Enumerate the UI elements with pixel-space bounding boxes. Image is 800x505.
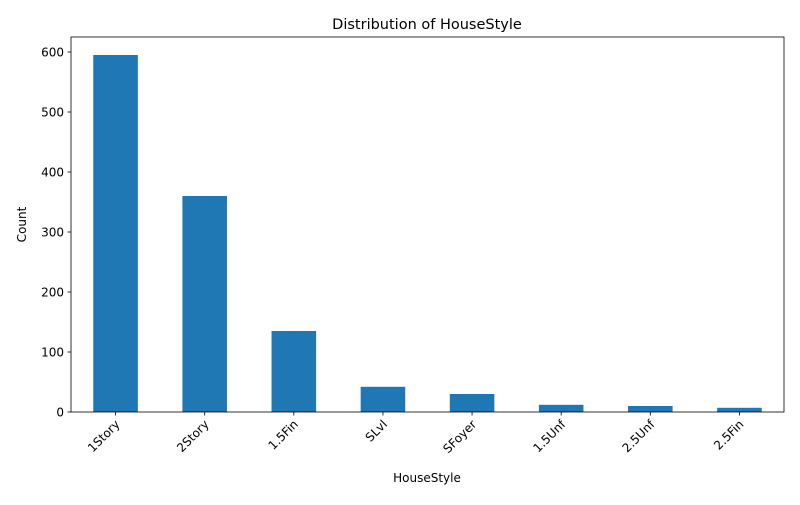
x-tick-label: 1.5Unf bbox=[530, 417, 569, 456]
x-axis-label: HouseStyle bbox=[393, 471, 461, 485]
x-tick-label: SFoyer bbox=[440, 417, 479, 456]
x-tick-label: 1.5Fin bbox=[266, 417, 301, 452]
y-tick-label: 400 bbox=[41, 166, 64, 180]
x-tick-label: SLvl bbox=[363, 417, 390, 444]
y-tick-label: 500 bbox=[41, 106, 64, 120]
x-tick-label: 2.5Unf bbox=[619, 417, 658, 456]
y-tick-label: 600 bbox=[41, 46, 64, 60]
y-axis-label: Count bbox=[15, 206, 29, 242]
y-tick-label: 100 bbox=[41, 346, 64, 360]
plot-area: 0 100 200 300 400 500 600 1Story 2Story 1.5Fin SLv… bbox=[41, 46, 762, 456]
x-tick-label: 2.5Fin bbox=[711, 417, 746, 452]
bar-2.5Fin bbox=[717, 407, 762, 412]
bar-2Story bbox=[182, 196, 227, 412]
y-tick-label: 200 bbox=[41, 286, 64, 300]
chart-title: Distribution of HouseStyle bbox=[332, 17, 522, 33]
bar-1Story bbox=[93, 55, 138, 412]
plot-frame bbox=[70, 36, 785, 413]
y-tick-label: 300 bbox=[41, 226, 64, 240]
bar-2.5Unf bbox=[628, 406, 673, 412]
bar-1.5Fin bbox=[271, 331, 317, 412]
x-tick-label: 2Story bbox=[174, 417, 212, 455]
y-tick-label: 0 bbox=[56, 406, 64, 420]
x-tick-label: 1Story bbox=[85, 417, 123, 455]
bar-SLvl bbox=[360, 386, 406, 412]
bar-1.5Unf bbox=[538, 404, 584, 412]
bar-SFoyer bbox=[449, 394, 495, 412]
